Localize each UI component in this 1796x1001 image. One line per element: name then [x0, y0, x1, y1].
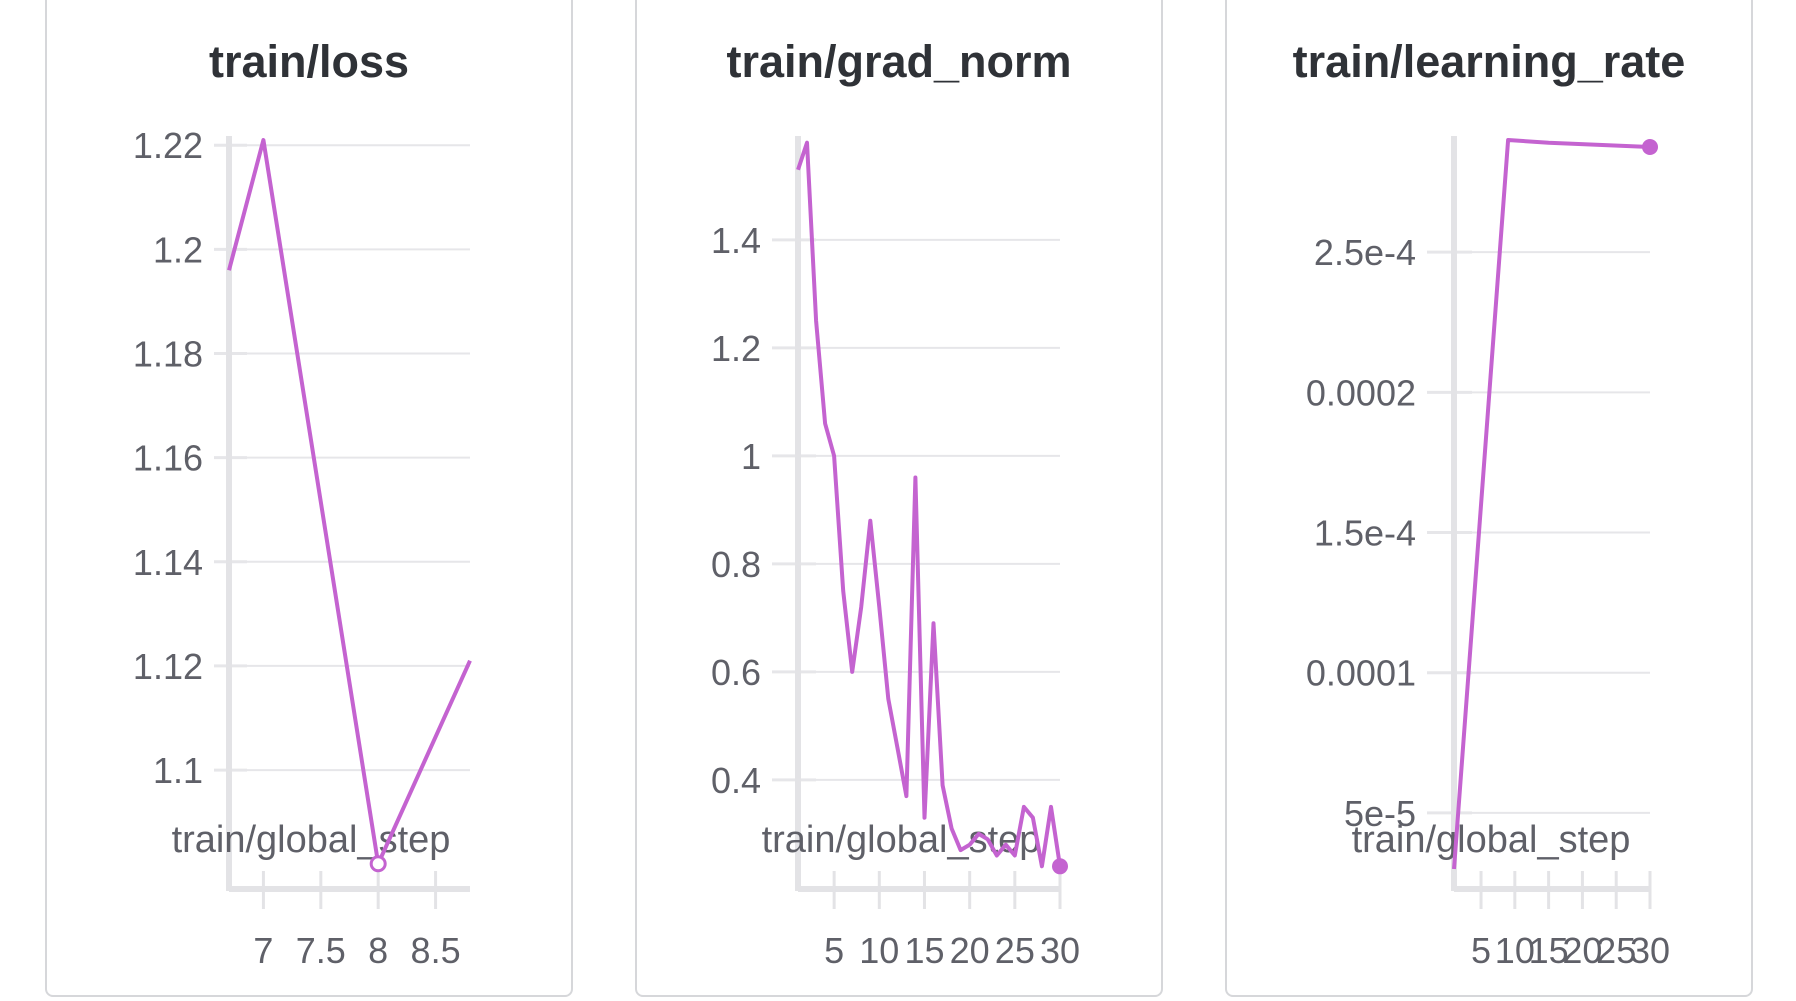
x-tick-label: 10	[1495, 930, 1535, 971]
x-tick-label: 30	[1040, 930, 1080, 971]
y-tick-label: 1.12	[133, 646, 203, 687]
point-marker	[1052, 858, 1068, 875]
chart-train-grad-norm[interactable]: 0.40.60.811.21.45 10 15 20 25 30train/global_…	[637, 0, 1165, 999]
point-marker	[1642, 139, 1658, 156]
y-tick-label: 1.16	[133, 438, 203, 479]
panel-train-grad-norm: train/grad_norm 0.4 0.6 0.8 1 1.2 1.4 5 10 15 20 2…	[635, 0, 1163, 997]
x-tick-label: 30	[1630, 930, 1670, 971]
y-tick-label: 0.0001	[1306, 653, 1416, 694]
x-tick-label: 10	[859, 930, 899, 971]
y-tick-label: 0.4	[711, 760, 761, 801]
x-tick-label: 15	[904, 930, 944, 971]
x-tick-label: 20	[1562, 930, 1602, 971]
y-tick-label: 2.5e-4	[1314, 232, 1416, 273]
y-tick-label: 1.2	[711, 328, 761, 369]
x-tick-label: 5	[1471, 930, 1491, 971]
panel-train-learning-rate: train/learning_rate 5e-5 0.0001 1.5e-4 0.00…	[1225, 0, 1753, 997]
y-tick-label: 1.1	[153, 750, 203, 791]
x-tick-label: 8	[368, 930, 388, 971]
y-tick-label: 1	[741, 436, 761, 477]
y-tick-label: 1.18	[133, 333, 203, 374]
x-tick-label: 7.5	[296, 930, 346, 971]
x-tick-label: 25	[995, 930, 1035, 971]
panel-title: train/grad_norm	[726, 36, 1072, 87]
series-line	[227, 138, 472, 866]
x-tick-label: 20	[950, 930, 990, 971]
y-tick-label: 0.8	[711, 544, 761, 585]
x-tick-label: 15	[1529, 930, 1569, 971]
y-tick-label: 0.0002	[1306, 372, 1416, 413]
x-tick-label: 8.5	[411, 930, 461, 971]
x-axis-title: train/global_step	[172, 819, 451, 861]
series-line	[1452, 138, 1651, 870]
y-tick-label: 1.22	[133, 125, 203, 166]
y-tick-label: 1.4	[711, 220, 761, 261]
x-tick-label: 7	[253, 930, 273, 971]
chart-train-loss[interactable]: 1.1 1.12 1.14 1.16 1.18 1.2 1.22 7 7.5 8 8.5 train/…	[47, 0, 575, 999]
x-tick-label: 25	[1596, 930, 1636, 971]
series-line	[796, 140, 1062, 869]
y-tick-label: 1.5e-4	[1314, 513, 1416, 554]
point-marker	[369, 855, 387, 873]
panel-title: train/loss	[208, 36, 410, 87]
x-tick-label: 5	[824, 930, 844, 971]
y-tick-label: 1.2	[153, 229, 203, 270]
x-axis-title: train/global_step	[1352, 819, 1631, 861]
panel-title: train/learning_rate	[1292, 36, 1686, 87]
y-tick-label: 5e-5	[1344, 793, 1416, 834]
y-tick-label: 0.6	[711, 652, 761, 693]
panel-train-loss: train/loss 1.1 1.12 1.14 1.16 1.18 1.2 1.22 7 7.…	[45, 0, 573, 997]
y-tick-label: 1.14	[133, 542, 203, 583]
